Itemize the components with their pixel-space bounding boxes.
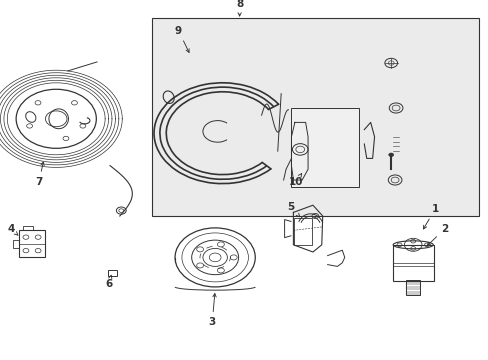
Text: 8: 8 — [236, 0, 243, 16]
Text: 6: 6 — [105, 275, 112, 289]
Bar — [13, 240, 19, 248]
Text: 2: 2 — [427, 224, 447, 246]
Text: 10: 10 — [288, 174, 303, 187]
Bar — [392, 245, 433, 281]
Circle shape — [388, 153, 393, 157]
Bar — [294, 218, 311, 245]
Bar — [23, 226, 33, 230]
Bar — [19, 230, 45, 257]
Text: 3: 3 — [208, 293, 216, 327]
Text: 5: 5 — [287, 202, 299, 217]
Bar — [151, 18, 478, 216]
Bar — [107, 270, 117, 276]
Bar — [406, 280, 419, 295]
Text: 1: 1 — [423, 204, 438, 229]
Bar — [392, 263, 433, 266]
Bar — [290, 108, 359, 187]
Text: 7: 7 — [35, 162, 44, 187]
Text: 4: 4 — [7, 224, 18, 235]
Text: 9: 9 — [175, 26, 189, 53]
